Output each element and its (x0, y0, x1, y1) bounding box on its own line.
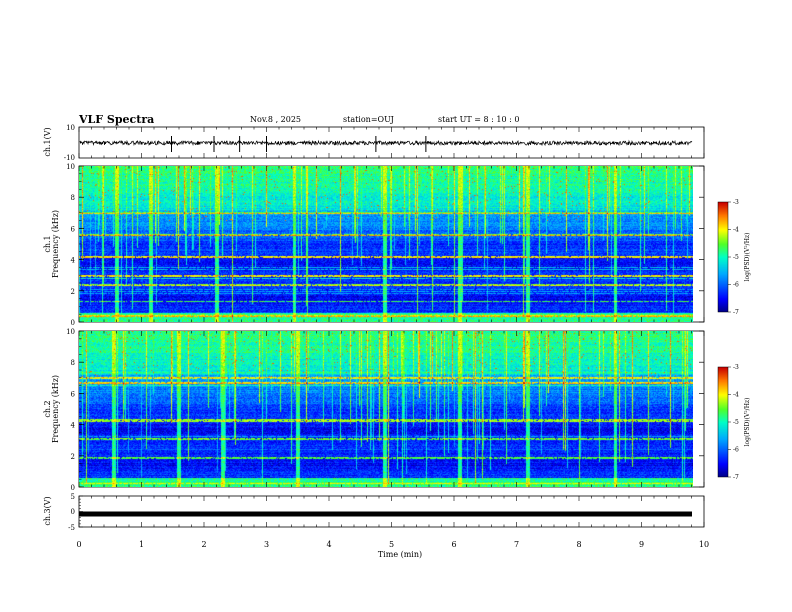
ch2-spectrogram-yticks: 0 2 4 6 8 10 (66, 328, 704, 492)
ch1-waveform-line (79, 139, 693, 147)
ch2-spectrogram-panel: 0 2 4 6 8 10 ch.2 Frequency (kHz) (43, 328, 705, 492)
ch2-ytick-label: 2 (71, 453, 75, 461)
time-tick-label: 9 (639, 540, 644, 549)
ch3-waveform-trace (79, 495, 692, 528)
ch1-spectrogram-ylabel-freq: Frequency (kHz) (51, 210, 60, 278)
ch1-colorbar-tick-label: -6 (733, 282, 739, 289)
time-tick-label: 6 (451, 540, 456, 549)
ch2-spectrogram-ylabel-freq: Frequency (kHz) (51, 375, 60, 443)
station-label: station=OUJ (343, 115, 394, 124)
ch1-colorbar-tick-label: -5 (733, 254, 739, 261)
ch2-colorbar-gradient (718, 367, 728, 477)
ch2-colorbar-tick-label: -3 (733, 364, 739, 371)
ch1-waveform-panel: 10 -10 ch.1(V) (43, 124, 705, 162)
time-axis-label: Time (min) (378, 550, 422, 559)
time-tick-label: 7 (514, 540, 519, 549)
ch2-colorbar-tick-label: -5 (733, 419, 739, 426)
time-axis-ticks: 0 1 2 3 4 5 6 7 8 9 10 (76, 127, 709, 549)
time-tick-label: 4 (326, 540, 331, 549)
ch2-ytick-label: 0 (71, 484, 75, 492)
time-tick-label: 5 (389, 540, 394, 549)
ch2-colorbar-ticks: -3 -4 -5 -6 -7 (728, 364, 739, 481)
ch1-colorbar-gradient (718, 202, 728, 312)
ch1-ytick-label: 6 (71, 225, 76, 233)
ch3-ytick-top: 5 (71, 493, 75, 501)
ch1-colorbar: -3 -4 -5 -6 -7 log(PSD)(V²/Hz) (717, 199, 751, 316)
time-tick-label: 3 (264, 540, 269, 549)
ch2-colorbar-tick-label: -7 (733, 474, 739, 481)
start-ut-label: start UT = 8 : 10 : 0 (438, 115, 519, 124)
ch1-colorbar-label: log(PSD)(V²/Hz) (744, 233, 751, 282)
ch1-colorbar-tick-label: -7 (733, 309, 739, 316)
ch3-waveform-ylabel: ch.3(V) (43, 496, 52, 525)
ch1-spectrogram-image (79, 166, 693, 322)
date-label: Nov.8 , 2025 (250, 115, 301, 124)
ch2-colorbar: -3 -4 -5 -6 -7 log(PSD)(V²/Hz) (717, 364, 751, 481)
ch1-ytick-label: 10 (66, 163, 75, 171)
ch1-ytick-label: 2 (71, 288, 75, 296)
ch1-ytick-top: 10 (66, 124, 75, 132)
ch1-ytick-label: 0 (71, 319, 75, 327)
ch1-ytick-bottom: -10 (64, 154, 75, 162)
time-tick-label: 10 (699, 540, 709, 549)
ch1-spectrogram-ylabel-ch: ch.1 (43, 235, 52, 252)
time-tick-label: 1 (139, 540, 144, 549)
ch2-ytick-label: 4 (71, 422, 76, 430)
ch1-spectrogram-yticks: 0 2 4 6 8 10 (66, 163, 704, 327)
time-tick-label: 0 (76, 540, 81, 549)
time-tick-label: 8 (576, 540, 581, 549)
figure-title: VLF Spectra (78, 113, 154, 126)
ch1-waveform-ylabel: ch.1(V) (43, 127, 52, 156)
ch2-ytick-label: 6 (71, 390, 76, 398)
ch1-waveform-trace (79, 136, 693, 152)
ch3-waveform-panel: 5 0 -5 ch.3(V) (43, 493, 705, 532)
ch3-ytick-mid: 0 (71, 508, 75, 516)
ch2-colorbar-tick-label: -6 (733, 447, 739, 454)
ch2-colorbar-tick-label: -4 (733, 392, 739, 399)
ch1-ytick-label: 4 (71, 257, 76, 265)
ch3-ytick-bottom: -5 (68, 524, 75, 532)
time-tick-label: 2 (201, 540, 206, 549)
ch2-spectrogram-image (79, 331, 693, 487)
ch2-colorbar-label: log(PSD)(V²/Hz) (744, 398, 751, 447)
ch1-spectrogram-panel: 0 2 4 6 8 10 ch.1 Frequency (kHz) (43, 163, 705, 327)
ch2-ytick-label: 8 (71, 359, 75, 367)
ch2-ytick-label: 10 (66, 328, 75, 336)
ch1-colorbar-tick-label: -4 (733, 227, 739, 234)
ch1-ytick-label: 8 (71, 194, 75, 202)
ch1-colorbar-tick-label: -3 (733, 199, 739, 206)
ch1-colorbar-ticks: -3 -4 -5 -6 -7 (728, 199, 739, 316)
ch2-spectrogram-ylabel-ch: ch.2 (43, 400, 52, 417)
